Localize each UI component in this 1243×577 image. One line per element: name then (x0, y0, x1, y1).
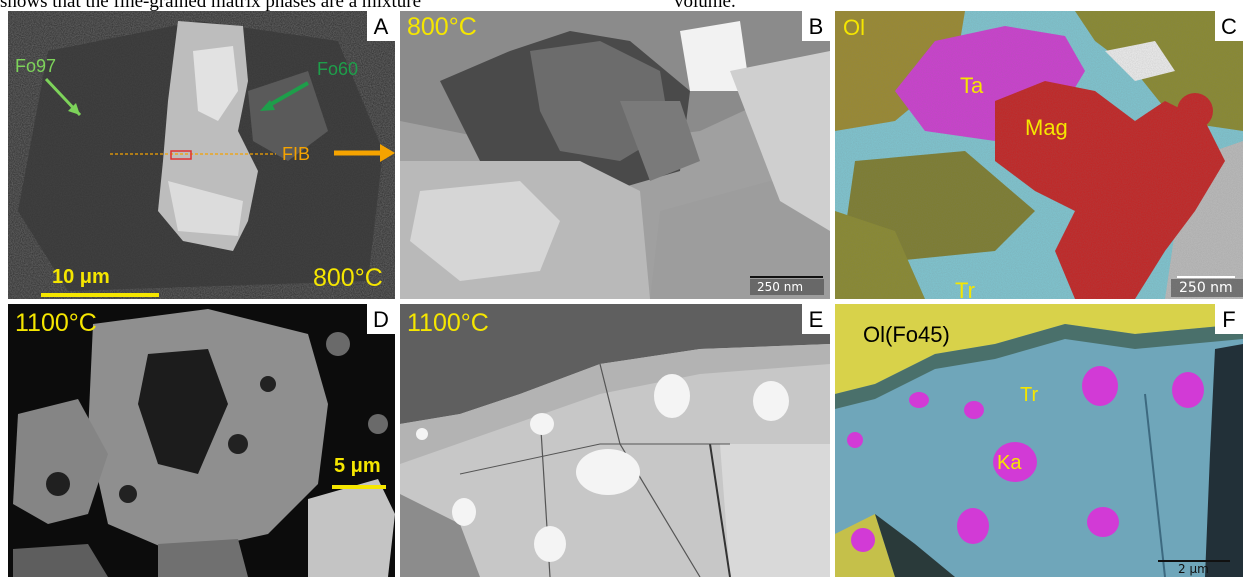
fo97-label: Fo97 (15, 56, 57, 76)
panel-b-temperature: 800°C (407, 13, 477, 41)
fo60-label: Fo60 (317, 59, 359, 79)
panel-f-scale-label: 2 μm (1178, 562, 1209, 576)
panel-a-sem-image: A Fo97 Fo60 FIB 10 μm 800°C (8, 11, 395, 299)
panel-b-image (400, 11, 830, 299)
panel-e-temperature: 1100°C (407, 309, 489, 337)
fib-label: FIB (282, 144, 311, 164)
panel-d-sem-image: 1100°C D 5 μm (8, 304, 395, 577)
panel-d-temperature: 1100°C (15, 309, 97, 337)
tr-label-c: Tr (955, 278, 975, 299)
panel-f-image (835, 304, 1243, 577)
ka-label: Ka (997, 452, 1022, 474)
panel-c-letter: C (1215, 11, 1243, 41)
panel-d-image (8, 304, 395, 577)
panel-a-image (8, 11, 395, 299)
panel-c-scale-label: 250 nm (1179, 280, 1233, 296)
panel-a-temperature: 800°C (313, 264, 383, 292)
mag-label: Mag (1025, 115, 1068, 140)
panel-e-image (400, 304, 830, 577)
panel-c-scale-box (1171, 279, 1243, 297)
caption-left-text: shows that the fine-grained matrix phase… (0, 0, 422, 11)
figure-caption-fragment: shows that the fine-grained matrix phase… (0, 0, 1243, 11)
panel-c-eds-map: Ol C Ta Mag Tr 250 nm (835, 11, 1243, 299)
panel-f-letter: F (1215, 304, 1243, 334)
ol-label: Ol (843, 15, 865, 40)
caption-right-text: volume. (674, 0, 736, 11)
ta-label: Ta (960, 73, 984, 98)
panel-f-eds-map: Ol(Fo45) F Tr Ka 2 μm (835, 304, 1243, 577)
panel-d-letter: D (367, 304, 395, 334)
panel-b-scale-label: 250 nm (757, 280, 804, 294)
panel-b-letter: B (802, 11, 830, 41)
panel-b-scale-box (750, 279, 824, 295)
tr-label-f: Tr (1020, 384, 1039, 406)
panel-e-tem-image: 1100°C E (400, 304, 830, 577)
panel-a-letter: A (367, 11, 395, 41)
panel-d-scale-label: 5 μm (334, 455, 381, 477)
ol-fo45-label: Ol(Fo45) (863, 322, 950, 347)
panel-e-letter: E (802, 304, 830, 334)
panel-c-image (835, 11, 1243, 299)
panel-a-scale-label: 10 μm (52, 266, 110, 288)
panel-b-tem-image: 800°C B 250 nm (400, 11, 830, 299)
